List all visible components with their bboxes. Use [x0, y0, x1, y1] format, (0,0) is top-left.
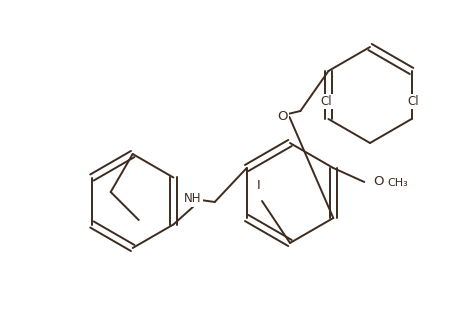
Text: Cl: Cl	[408, 95, 419, 108]
Text: NH: NH	[184, 192, 201, 205]
Text: CH₃: CH₃	[387, 178, 408, 188]
Text: I: I	[257, 179, 261, 192]
Text: Cl: Cl	[321, 95, 332, 108]
Text: O: O	[277, 110, 288, 123]
Text: O: O	[373, 175, 384, 188]
